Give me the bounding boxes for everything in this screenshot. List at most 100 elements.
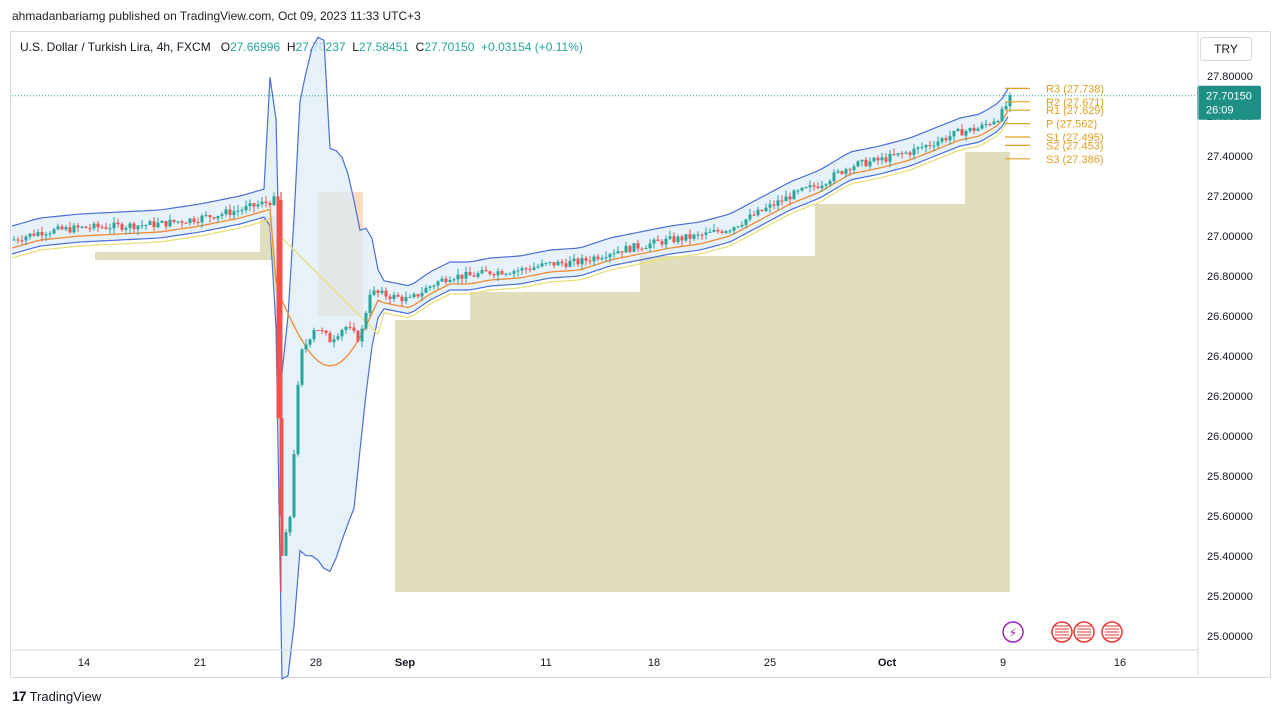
candle-body: [824, 184, 828, 186]
band-fill: [12, 37, 1008, 679]
price-tag-value: 27.70150: [1206, 91, 1252, 103]
pivot-label: S1 (27.495): [1046, 132, 1103, 144]
candle-body: [300, 349, 304, 385]
candle-body: [392, 294, 396, 300]
candle-body: [840, 171, 844, 174]
high-label: H: [286, 40, 296, 54]
candle-body: [532, 267, 536, 270]
currency-button[interactable]: TRY: [1200, 37, 1252, 61]
candle-body: [68, 227, 72, 233]
candle-body: [72, 225, 76, 233]
candle-body: [484, 270, 488, 272]
candle-body: [616, 251, 620, 254]
candle-body: [640, 248, 644, 250]
candle-body: [548, 261, 552, 263]
candle-body: [136, 225, 140, 230]
lower-band-line: [11, 116, 1009, 680]
candle-body: [852, 166, 856, 170]
candle-body: [508, 273, 512, 275]
candle-body: [80, 226, 84, 228]
candle-body: [36, 232, 40, 236]
candle-body: [960, 129, 964, 136]
candle-body: [464, 272, 468, 279]
candle-body: [356, 330, 360, 342]
candle-body: [416, 294, 420, 297]
candle-body: [776, 200, 780, 206]
support-fill-left: [12, 216, 275, 260]
candle-body: [912, 148, 916, 155]
candle-body: [160, 221, 164, 223]
candle-body: [440, 278, 444, 282]
candle-body: [164, 221, 168, 227]
y-tick-label: 27.00000: [1207, 231, 1253, 243]
candle-body: [424, 287, 428, 293]
close-label: C: [415, 40, 425, 54]
candle-body: [584, 258, 588, 261]
candle-body: [188, 218, 192, 224]
candle-body: [936, 141, 940, 146]
candle-body: [12, 239, 16, 241]
candle-body: [704, 232, 708, 235]
candle-body: [1004, 106, 1008, 109]
candle-body: [256, 204, 260, 207]
candle-body: [832, 172, 836, 182]
candle-body: [376, 290, 380, 293]
candle-body: [992, 121, 996, 125]
candle-body: [88, 228, 92, 230]
candle-body: [32, 233, 36, 236]
open-label: O: [220, 40, 231, 54]
candle-body: [552, 261, 556, 266]
candle-body: [76, 225, 80, 228]
candle-body: [752, 214, 756, 216]
candle-body: [720, 231, 724, 233]
candle-body: [620, 251, 624, 253]
x-tick-label: 14: [78, 657, 90, 669]
candle-body: [112, 222, 116, 229]
candle-body: [396, 294, 400, 297]
candle-body: [916, 147, 920, 149]
candle-body: [748, 214, 752, 220]
candle-body: [24, 236, 28, 241]
candle-body: [152, 221, 156, 228]
pivot-label: P (27.562): [1046, 119, 1097, 131]
x-tick-label: 18: [648, 657, 660, 669]
candle-body: [332, 339, 336, 343]
candle-body: [932, 145, 936, 147]
support-fill-right: [395, 152, 1010, 592]
candle-body: [380, 290, 384, 293]
y-tick-label: 26.00000: [1207, 431, 1253, 443]
candle-body: [56, 226, 60, 230]
candle-body: [792, 190, 796, 200]
candle-body: [940, 138, 944, 142]
price-tag: [1197, 85, 1261, 120]
candle-body: [44, 234, 48, 236]
candle-body: [528, 269, 532, 271]
candle-body: [868, 161, 872, 167]
candle-body: [520, 268, 524, 271]
candle-body: [956, 129, 960, 131]
candle-body: [768, 204, 772, 208]
candle-body: [272, 196, 276, 206]
candle-body: [120, 224, 124, 230]
symbol-name: U.S. Dollar / Turkish Lira, 4h, FXCM: [20, 40, 211, 54]
footer-brand: TradingView: [29, 688, 102, 704]
close-value: 27.70150: [424, 40, 475, 54]
y-tick-label: 26.40000: [1207, 351, 1253, 363]
candle-body: [604, 257, 608, 259]
candle-body: [856, 161, 860, 167]
candle-body: [176, 221, 180, 223]
candle-body: [1000, 108, 1004, 121]
candle-body: [224, 209, 228, 215]
candle-body: [608, 254, 612, 258]
candle-body: [304, 344, 308, 350]
candle-body: [668, 236, 672, 239]
candle-body: [452, 279, 456, 281]
candle-body: [372, 290, 376, 295]
candle-body: [596, 256, 600, 260]
candle-body: [16, 239, 20, 241]
candle-body: [784, 196, 788, 202]
candle-body: [192, 218, 196, 223]
candle-body: [612, 253, 616, 255]
candle-body: [128, 223, 132, 228]
